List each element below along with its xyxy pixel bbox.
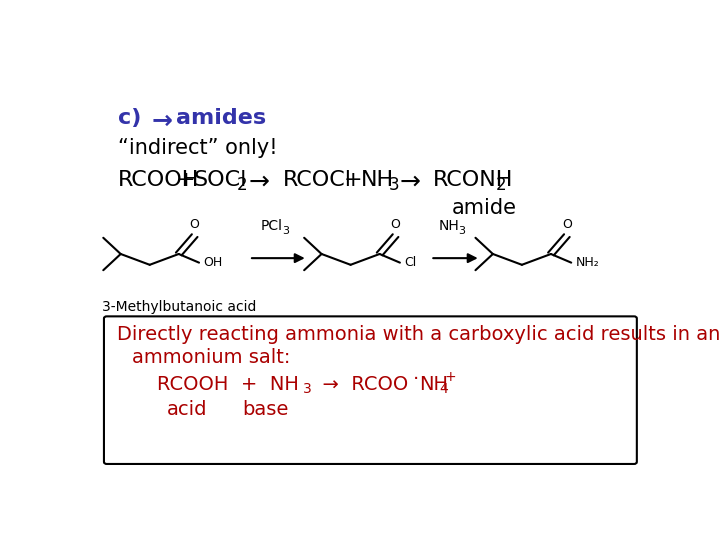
FancyBboxPatch shape	[104, 316, 637, 464]
Text: c): c)	[118, 109, 141, 129]
Text: +: +	[344, 170, 362, 190]
Text: 3: 3	[459, 226, 465, 236]
Text: O: O	[190, 219, 199, 232]
Text: RCOCl: RCOCl	[282, 170, 351, 190]
Text: →: →	[249, 170, 270, 193]
Text: Directly reacting ammonia with a carboxylic acid results in an: Directly reacting ammonia with a carboxy…	[117, 325, 720, 343]
Text: 3-Methylbutanoic acid: 3-Methylbutanoic acid	[102, 300, 256, 314]
Text: O: O	[391, 219, 400, 232]
Text: amide: amide	[451, 198, 516, 218]
Text: NH: NH	[361, 170, 394, 190]
Text: +: +	[444, 369, 456, 383]
Text: RCOOH: RCOOH	[118, 170, 199, 190]
Text: NH: NH	[438, 219, 459, 233]
Text: NH: NH	[419, 375, 449, 394]
Text: SOCl: SOCl	[193, 170, 247, 190]
Text: Cl: Cl	[405, 256, 417, 269]
Text: RCONH: RCONH	[433, 170, 513, 190]
Text: amides: amides	[176, 109, 266, 129]
Text: PCl: PCl	[260, 219, 282, 233]
Text: →  RCOO: → RCOO	[310, 375, 409, 394]
Text: base: base	[242, 400, 288, 419]
Text: →: →	[400, 170, 420, 193]
Text: →: →	[151, 109, 172, 132]
Text: ammonium salt:: ammonium salt:	[132, 348, 290, 367]
Text: 2: 2	[496, 176, 507, 194]
Text: RCOOH  +  NH: RCOOH + NH	[157, 375, 299, 394]
Text: O: O	[562, 219, 572, 232]
Text: 3: 3	[282, 226, 289, 236]
Text: 3: 3	[389, 176, 399, 194]
Text: “indirect” only!: “indirect” only!	[118, 138, 277, 158]
Text: ·: ·	[413, 370, 419, 389]
Text: 2: 2	[237, 176, 248, 194]
Text: 4: 4	[439, 382, 448, 396]
Text: OH: OH	[204, 256, 222, 269]
Text: 3: 3	[303, 382, 312, 396]
Text: +: +	[176, 170, 195, 190]
Text: NH₂: NH₂	[576, 256, 600, 269]
Text: acid: acid	[167, 400, 207, 419]
